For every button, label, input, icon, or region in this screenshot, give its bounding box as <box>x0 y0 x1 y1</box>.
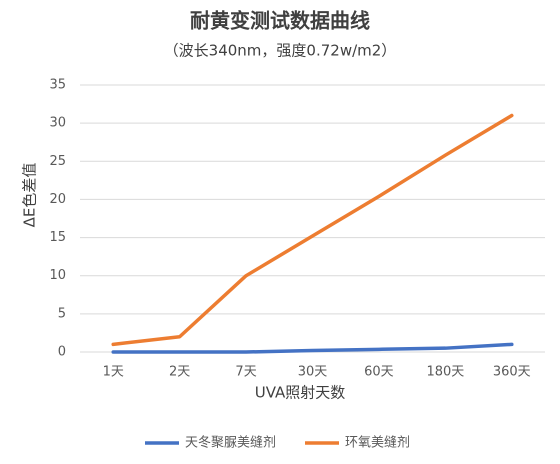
x-tick-label: 2天 <box>169 365 190 380</box>
y-tick-label: 30 <box>49 116 66 131</box>
y-tick-label: 10 <box>49 268 66 283</box>
legend-label: 天冬聚脲美缝剂 <box>185 435 276 451</box>
x-tick-label: 360天 <box>493 365 531 380</box>
legend-label: 环氧美缝剂 <box>345 436 410 451</box>
x-tick-label: 180天 <box>426 365 464 380</box>
x-tick-label: 1天 <box>103 365 124 380</box>
y-tick-label: 25 <box>49 154 66 169</box>
y-tick-label: 15 <box>49 230 66 245</box>
x-tick-label: 7天 <box>235 365 256 380</box>
chart-title: 耐黄变测试数据曲线 <box>190 9 370 33</box>
series-line <box>111 113 514 347</box>
series-line <box>111 342 514 354</box>
x-axis-label: UVA照射天数 <box>255 384 346 402</box>
y-tick-label: 20 <box>49 192 66 207</box>
x-tick-label: 60天 <box>364 365 394 380</box>
y-axis-label: ΔE色差值 <box>21 163 39 228</box>
y-tick-label: 35 <box>49 78 66 93</box>
y-tick-label: 5 <box>58 306 66 321</box>
x-tick-label: 30天 <box>298 365 328 380</box>
chart-subtitle: （波长340nm，强度0.72w/m2） <box>164 42 397 60</box>
y-tick-label: 0 <box>58 345 66 360</box>
